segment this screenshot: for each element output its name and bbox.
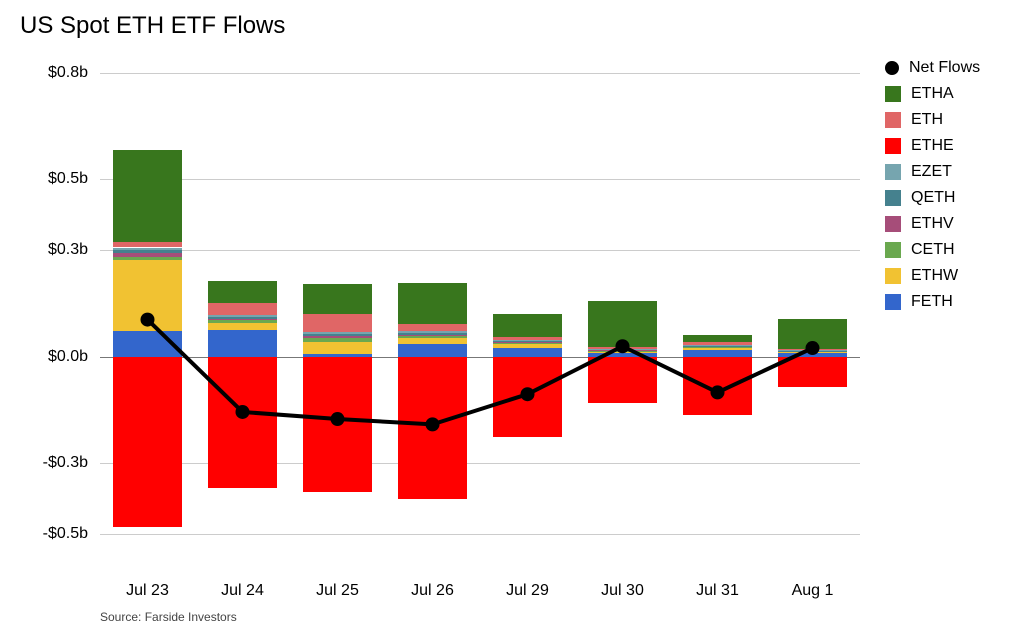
legend-item: QETH xyxy=(885,185,980,211)
legend-label: Net Flows xyxy=(909,59,980,77)
legend-item: Net Flows xyxy=(885,55,980,81)
x-tick-label: Jul 29 xyxy=(506,582,549,600)
legend-label: ETHA xyxy=(911,85,954,103)
x-tick-label: Jul 24 xyxy=(221,582,264,600)
net-flows-marker xyxy=(521,387,535,401)
legend-swatch-box xyxy=(885,138,901,154)
x-tick-label: Jul 30 xyxy=(601,582,644,600)
legend-swatch-box xyxy=(885,112,901,128)
legend-item: FETH xyxy=(885,289,980,315)
legend-swatch-box xyxy=(885,164,901,180)
net-flows-marker xyxy=(806,341,820,355)
legend-label: EZET xyxy=(911,163,952,181)
net-flows-marker xyxy=(236,405,250,419)
legend-swatch-dot xyxy=(885,61,899,75)
legend-item: ETH xyxy=(885,107,980,133)
y-tick-label: $0.3b xyxy=(0,241,88,259)
x-tick-label: Jul 23 xyxy=(126,582,169,600)
legend-swatch-box xyxy=(885,294,901,310)
x-tick-label: Aug 1 xyxy=(792,582,834,600)
net-flows-marker xyxy=(711,385,725,399)
x-tick-label: Jul 31 xyxy=(696,582,739,600)
legend-item: ETHW xyxy=(885,263,980,289)
y-tick-label: $0.5b xyxy=(0,170,88,188)
legend-label: ETHV xyxy=(911,215,954,233)
source-text: Source: Farside Investors xyxy=(100,610,237,624)
x-tick-label: Jul 26 xyxy=(411,582,454,600)
legend-item: CETH xyxy=(885,237,980,263)
legend-label: QETH xyxy=(911,189,955,207)
x-tick-label: Jul 25 xyxy=(316,582,359,600)
legend-swatch-box xyxy=(885,86,901,102)
chart-container: US Spot ETH ETF Flows -$0.5b-$0.3b$0.0b$… xyxy=(0,0,1018,639)
legend-swatch-box xyxy=(885,268,901,284)
net-flows-marker xyxy=(331,412,345,426)
net-flows-marker xyxy=(141,313,155,327)
legend-item: ETHV xyxy=(885,211,980,237)
y-tick-label: -$0.3b xyxy=(0,454,88,472)
y-tick-label: $0.0b xyxy=(0,348,88,366)
legend-label: ETHE xyxy=(911,137,954,155)
legend-label: ETHW xyxy=(911,267,958,285)
legend-label: FETH xyxy=(911,293,953,311)
y-tick-label: $0.8b xyxy=(0,64,88,82)
legend-swatch-box xyxy=(885,190,901,206)
net-flows-marker xyxy=(426,417,440,431)
legend-item: ETHA xyxy=(885,81,980,107)
net-flows-marker xyxy=(616,339,630,353)
legend-item: ETHE xyxy=(885,133,980,159)
net-flows-line xyxy=(0,0,1018,639)
legend-swatch-box xyxy=(885,242,901,258)
legend-label: CETH xyxy=(911,241,955,259)
legend: Net Flows ETHA ETH ETHE EZET QETH ETHV CETH ETHW… xyxy=(885,55,980,315)
legend-label: ETH xyxy=(911,111,943,129)
legend-item: EZET xyxy=(885,159,980,185)
legend-swatch-box xyxy=(885,216,901,232)
y-tick-label: -$0.5b xyxy=(0,525,88,543)
